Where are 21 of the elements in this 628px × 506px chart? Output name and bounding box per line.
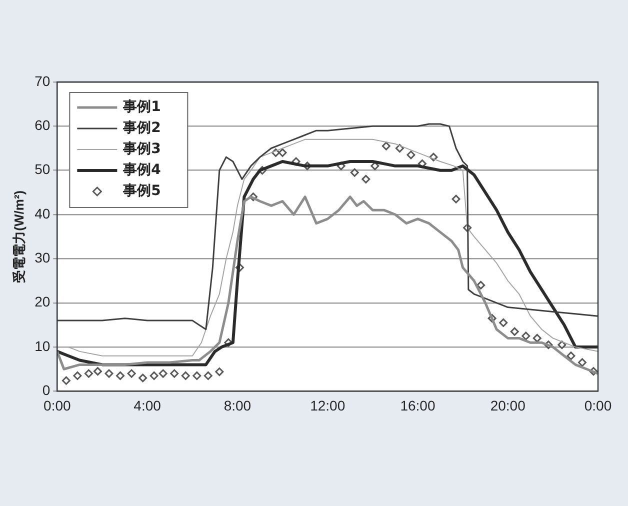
legend-label: 事例4 bbox=[122, 162, 162, 178]
x-tick-label: 0:00 bbox=[44, 397, 72, 414]
legend-label: 事例1 bbox=[122, 99, 161, 116]
y-tick-label: 60 bbox=[34, 117, 50, 134]
x-tick-label: 16:00 bbox=[400, 397, 436, 414]
legend-label: 事例2 bbox=[122, 120, 161, 136]
y-tick-label: 40 bbox=[34, 205, 50, 222]
y-tick-label: 70 bbox=[34, 72, 50, 89]
x-tick-label: 0:00 bbox=[584, 397, 612, 414]
x-tick-label: 8:00 bbox=[224, 397, 252, 414]
y-tick-label: 0 bbox=[42, 382, 50, 398]
legend-label: 事例5 bbox=[122, 183, 161, 200]
y-tick-label: 10 bbox=[34, 338, 50, 354]
x-tick-label: 20:00 bbox=[490, 397, 526, 414]
y-axis-title: 受電電力(W/m²) bbox=[11, 190, 26, 284]
x-tick-label: 12:00 bbox=[310, 397, 346, 414]
y-tick-label: 30 bbox=[34, 250, 50, 266]
x-tick-label: 4:00 bbox=[134, 397, 162, 414]
legend-label: 事例3 bbox=[122, 141, 161, 158]
y-tick-label: 50 bbox=[34, 161, 50, 178]
y-tick-label: 20 bbox=[34, 294, 50, 310]
